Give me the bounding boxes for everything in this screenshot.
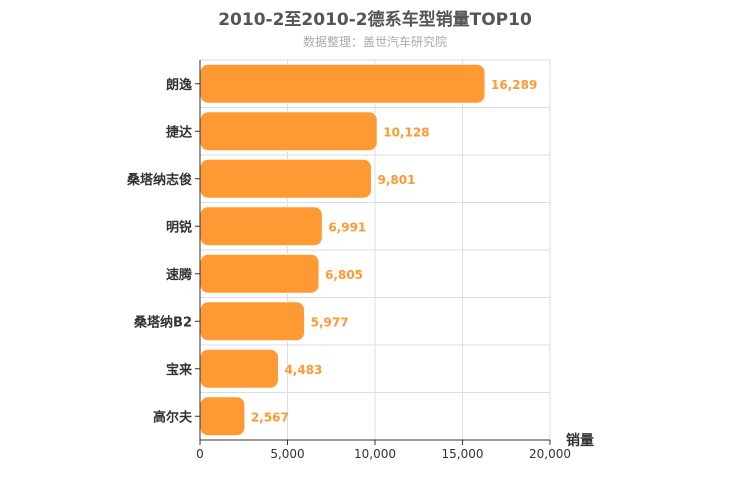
- x-axis-title: 销量: [566, 432, 594, 449]
- x-tick-label: 20,000: [529, 447, 571, 461]
- category-label: 捷达: [166, 124, 192, 140]
- category-label: 高尔夫: [153, 409, 193, 425]
- category-label: 明锐: [166, 219, 192, 235]
- value-label: 16,289: [491, 78, 537, 92]
- chart-subtitle: 数据整理：盖世汽车研究院: [302, 35, 447, 49]
- bar-5: [199, 253, 320, 294]
- bar-3: [199, 158, 373, 199]
- chart-title: 2010-2至2010-2德系车型销量TOP10: [218, 10, 532, 30]
- category-label: 桑塔纳志俊: [126, 172, 192, 188]
- value-label: 10,128: [383, 125, 429, 139]
- value-label: 5,977: [311, 315, 349, 329]
- bar-8: [199, 396, 246, 437]
- category-label: 速腾: [166, 267, 193, 283]
- value-label: 9,801: [378, 173, 416, 187]
- x-tick-label: 0: [196, 447, 204, 461]
- value-label: 6,991: [328, 220, 366, 234]
- bar-4: [199, 206, 323, 247]
- value-label: 2,567: [251, 410, 289, 424]
- x-tick-label: 15,000: [442, 447, 484, 461]
- x-tick-label: 10,000: [354, 447, 396, 461]
- bar-6: [199, 301, 306, 342]
- bar-2: [199, 111, 378, 152]
- category-label: 桑塔纳B2: [133, 314, 192, 330]
- bar-1: [199, 63, 486, 104]
- bar-7: [199, 348, 279, 389]
- category-label: 宝来: [166, 362, 193, 378]
- category-label: 朗逸: [166, 77, 192, 93]
- x-tick-label: 5,000: [270, 447, 304, 461]
- value-label: 6,805: [325, 268, 363, 282]
- value-label: 4,483: [284, 363, 322, 377]
